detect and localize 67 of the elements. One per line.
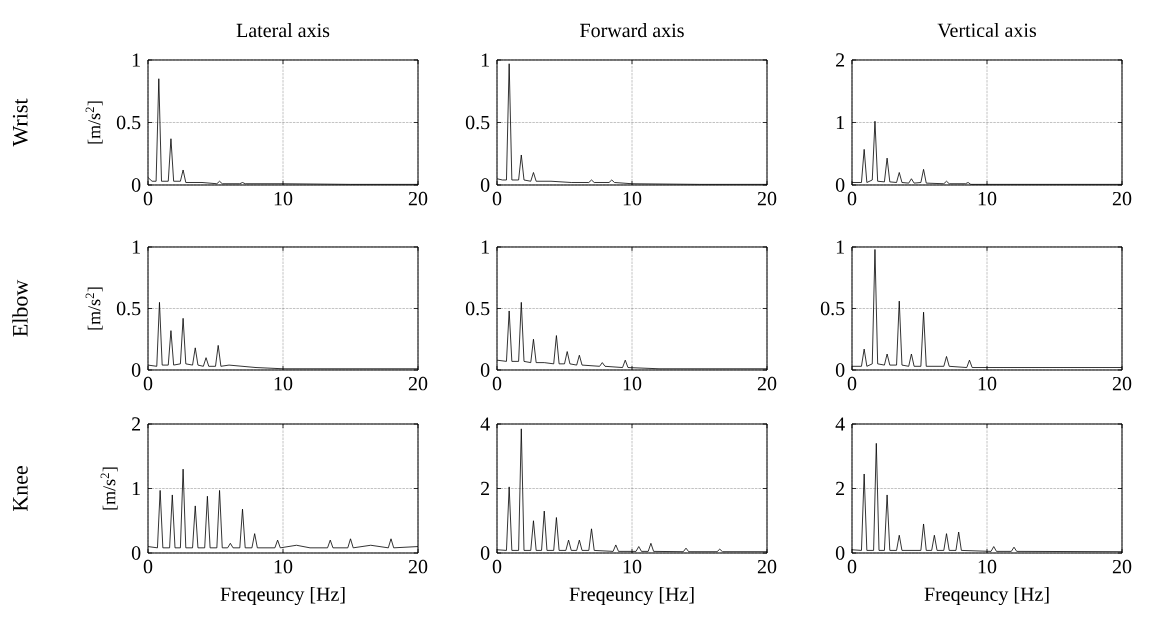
chart-title: Forward axis	[580, 23, 684, 38]
y-tick-label: 4	[480, 417, 490, 431]
y-tick-label: 1	[481, 240, 489, 254]
y-tick-label: 1	[836, 240, 844, 254]
y-tick-label: 1	[132, 481, 140, 496]
x-tick-label: 0	[847, 191, 857, 206]
y-tick-label: 0	[480, 363, 490, 377]
x-axis-title: Freqeuncy [Hz]	[569, 586, 694, 606]
x-tick-label: 0	[847, 559, 857, 574]
x-tick-label: 10	[978, 191, 997, 206]
chart-title: Lateral axis	[236, 23, 330, 38]
x-tick-label: 20	[757, 191, 777, 206]
y-tick-label: 0.5	[465, 115, 490, 130]
x-tick-label: 0	[847, 376, 857, 391]
y-tick-label: 0	[480, 546, 490, 560]
x-tick-label: 20	[408, 191, 428, 206]
text: Wrist	[12, 98, 28, 147]
x-tick-label: 10	[274, 559, 293, 574]
x-tick-label: 10	[623, 191, 642, 206]
text: Elbow	[12, 279, 28, 337]
x-tick-label: 10	[274, 191, 293, 206]
y-axis-title: [m/s$^{2}$]	[85, 101, 103, 144]
y-tick-label: 0	[835, 178, 845, 192]
x-tick-label: 20	[757, 376, 777, 391]
x-tick-label: 10	[978, 376, 997, 391]
x-tick-label: 0	[492, 376, 502, 391]
y-tick-label: 0.5	[116, 115, 141, 130]
y-tick-label: 0	[131, 363, 141, 377]
y-tick-label: 0	[480, 178, 490, 192]
x-tick-label: 0	[492, 191, 502, 206]
line-series	[497, 63, 768, 185]
x-axis-title: Freqeuncy [Hz]	[220, 586, 345, 606]
y-tick-label: 2	[481, 481, 490, 496]
x-tick-label: 20	[1112, 376, 1132, 391]
x-tick-label: 10	[623, 559, 642, 574]
x-tick-label: 10	[623, 376, 642, 391]
y-tick-label: 0	[835, 546, 845, 560]
y-tick-label: 1	[481, 53, 489, 67]
x-tick-label: 20	[757, 559, 777, 574]
x-tick-label: 0	[143, 559, 153, 574]
x-tick-label: 20	[1112, 559, 1132, 574]
x-tick-label: 20	[408, 559, 428, 574]
y-tick-label: 0.5	[820, 301, 845, 316]
y-tick-label: 1	[836, 115, 844, 130]
y-tick-label: 2	[836, 481, 845, 496]
y-tick-label: 0.5	[116, 301, 141, 316]
y-axis-title: [m/s$^{2}$]	[85, 287, 103, 330]
y-tick-label: 1	[132, 240, 140, 254]
x-axis-title: Freqeuncy [Hz]	[924, 586, 1049, 606]
y-tick-label: 0	[835, 363, 845, 377]
x-tick-label: 0	[143, 191, 153, 206]
x-tick-label: 20	[408, 376, 428, 391]
y-tick-label: 1	[132, 53, 140, 67]
y-tick-label: 2	[132, 417, 141, 431]
y-tick-label: 0	[131, 178, 141, 192]
y-tick-label: 2	[836, 53, 845, 67]
x-tick-label: 20	[1112, 191, 1132, 206]
y-tick-label: 0.5	[465, 301, 490, 316]
x-tick-label: 10	[978, 559, 997, 574]
y-tick-label: 4	[835, 417, 845, 431]
chart-title: Vertical axis	[937, 22, 1037, 38]
x-tick-label: 10	[274, 376, 293, 391]
x-tick-label: 0	[143, 376, 153, 391]
y-axis-title: [m/s$^{2}$]	[100, 467, 118, 510]
x-tick-label: 0	[492, 559, 502, 574]
text: Knee	[13, 466, 28, 512]
y-tick-label: 0	[131, 546, 141, 560]
